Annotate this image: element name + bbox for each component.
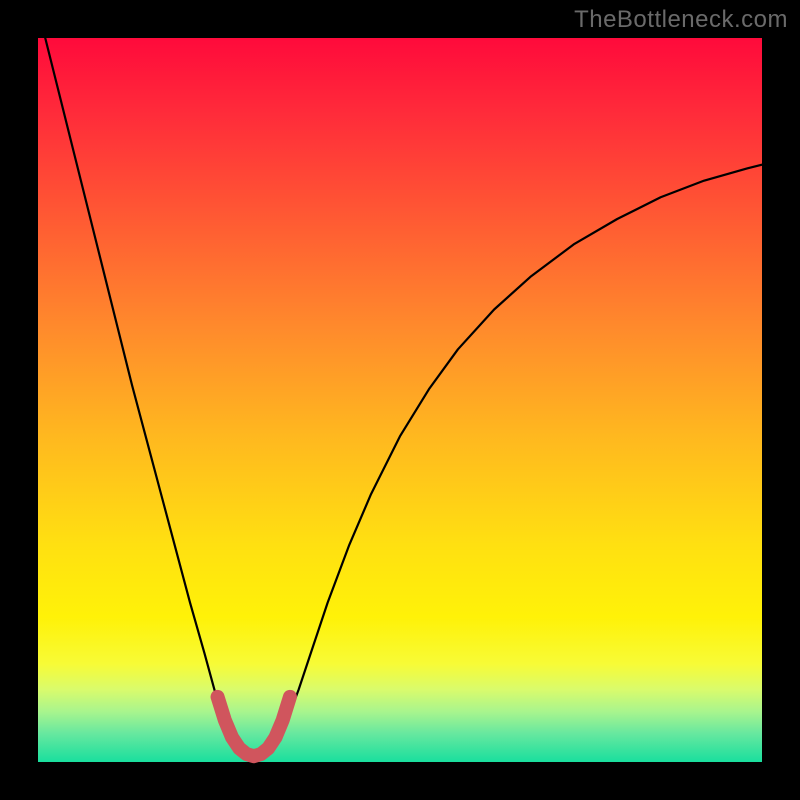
bottleneck-chart xyxy=(0,0,800,800)
plot-background xyxy=(38,38,762,762)
chart-stage: TheBottleneck.com xyxy=(0,0,800,800)
